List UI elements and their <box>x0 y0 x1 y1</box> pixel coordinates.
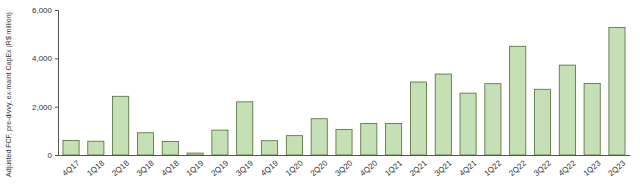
x-tick-label: 3Q22 <box>532 158 553 178</box>
bars <box>63 27 625 155</box>
x-tick-label: 1Q23 <box>582 158 603 178</box>
x-tick-label: 4Q20 <box>358 158 379 178</box>
x-tick: 2Q20 <box>309 155 330 178</box>
bar <box>584 83 600 155</box>
bar <box>460 93 476 155</box>
bar <box>187 153 203 155</box>
x-tick-label: 1Q21 <box>383 158 404 178</box>
y-tick-mark <box>55 58 58 59</box>
x-tick-label: 2Q20 <box>309 158 330 178</box>
bar <box>534 89 550 155</box>
y-tick-mark <box>55 107 58 108</box>
x-tick: 1Q18 <box>85 155 106 178</box>
x-tick-label: 2Q18 <box>110 158 131 178</box>
x-tick: 4Q22 <box>557 155 578 178</box>
x-tick: 3Q22 <box>532 155 553 178</box>
x-tick: 3Q19 <box>234 155 255 178</box>
bar <box>212 130 228 155</box>
x-tick-label: 4Q22 <box>557 158 578 178</box>
y-tick-mark <box>55 155 58 156</box>
x-tick-label: 4Q18 <box>160 158 181 178</box>
bar <box>137 133 153 155</box>
bar <box>63 141 79 156</box>
x-tick: 2Q23 <box>606 155 627 178</box>
bar <box>113 96 129 155</box>
x-tick-label: 4Q21 <box>458 158 479 178</box>
x-tick: 2Q18 <box>110 155 131 178</box>
bar <box>435 74 451 155</box>
x-tick-label: 3Q21 <box>433 158 454 178</box>
x-tick-label: 3Q18 <box>135 158 156 178</box>
x-axis-line <box>59 155 631 156</box>
y-tick-label: 2,000 <box>32 103 53 112</box>
x-tick-label: 1Q18 <box>85 158 106 178</box>
x-tick: 1Q21 <box>383 155 404 178</box>
bar <box>609 27 625 155</box>
bar <box>410 82 426 155</box>
x-tick: 3Q21 <box>433 155 454 178</box>
x-tick: 2Q19 <box>209 155 230 178</box>
bar <box>559 65 575 155</box>
bar <box>485 84 501 155</box>
x-tick: 4Q20 <box>358 155 379 178</box>
x-tick: 1Q19 <box>185 155 206 178</box>
y-tick: 6,000 <box>32 6 58 15</box>
x-tick-label: 1Q20 <box>284 158 305 178</box>
x-tick: 4Q17 <box>61 155 82 178</box>
chart: 0 2,000 4,000 6,000 4Q171Q182Q183Q184Q181Q19… <box>0 0 640 188</box>
bar <box>361 124 377 155</box>
y-tick-label: 0 <box>48 151 53 160</box>
x-tick: 4Q19 <box>259 155 280 178</box>
bar <box>162 141 178 155</box>
y-axis-title: Adjusted FCF, pre-divvy, ex-maint CapEx … <box>5 12 13 177</box>
bar <box>510 46 526 155</box>
x-tick: 4Q21 <box>458 155 479 178</box>
y-axis-line <box>55 11 59 156</box>
x-tick: 2Q21 <box>408 155 429 178</box>
x-tick-label: 4Q19 <box>259 158 280 178</box>
y-tick-label: 6,000 <box>32 6 53 15</box>
y-axis: 0 2,000 4,000 6,000 <box>32 6 59 160</box>
y-tick: 0 <box>48 151 58 160</box>
bar <box>336 129 352 155</box>
bar <box>286 136 302 155</box>
x-tick-label: 4Q17 <box>61 158 82 178</box>
x-axis: 4Q171Q182Q183Q184Q181Q192Q193Q194Q191Q20… <box>59 155 631 178</box>
x-tick: 2Q22 <box>507 155 528 178</box>
bar <box>386 124 402 155</box>
x-tick-label: 3Q19 <box>234 158 255 178</box>
bar <box>261 141 277 155</box>
x-tick: 4Q18 <box>160 155 181 178</box>
x-tick-label: 2Q22 <box>507 158 528 178</box>
x-tick-label: 2Q19 <box>209 158 230 178</box>
y-tick-mark <box>55 10 58 11</box>
bar <box>311 119 327 155</box>
x-tick-label: 2Q21 <box>408 158 429 178</box>
x-tick: 1Q20 <box>284 155 305 178</box>
x-tick-label: 1Q19 <box>185 158 206 178</box>
x-tick: 1Q23 <box>582 155 603 178</box>
plot: 0 2,000 4,000 6,000 4Q171Q182Q183Q184Q181Q19… <box>32 6 631 178</box>
x-tick: 3Q20 <box>334 155 355 178</box>
bar <box>237 102 253 155</box>
x-tick: 1Q22 <box>482 155 503 178</box>
x-tick-label: 1Q22 <box>482 158 503 178</box>
y-tick: 2,000 <box>32 103 58 112</box>
y-tick: 4,000 <box>32 54 58 63</box>
x-tick-label: 2Q23 <box>606 158 627 178</box>
bar <box>88 141 104 155</box>
x-tick-label: 3Q20 <box>334 158 355 178</box>
y-tick-label: 4,000 <box>32 54 53 63</box>
x-tick: 3Q18 <box>135 155 156 178</box>
